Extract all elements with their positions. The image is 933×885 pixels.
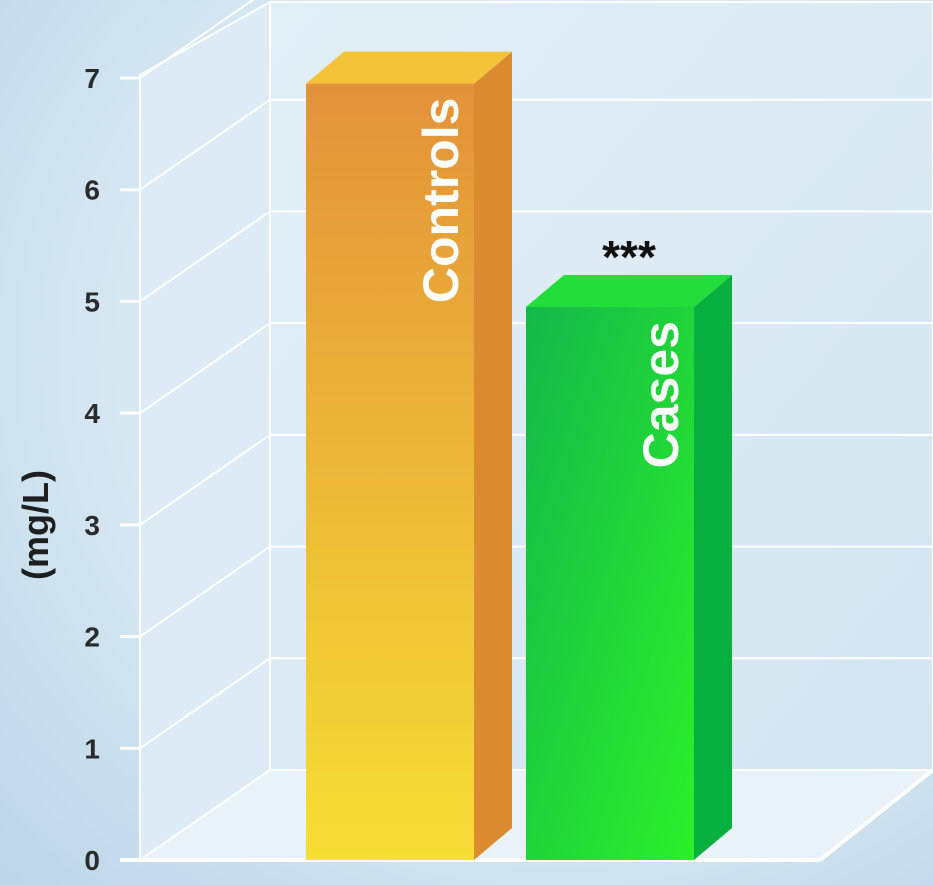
bar-front-face	[526, 307, 694, 860]
bar-controls: Controls	[306, 51, 512, 861]
bar-label-controls: Controls	[413, 98, 469, 304]
bar-label-cases: Cases	[633, 321, 689, 468]
y-tick-label: 7	[84, 63, 100, 94]
y-tick-label: 2	[84, 622, 100, 653]
gridline	[139, 210, 933, 303]
bars: Controls Cases ***	[306, 51, 732, 861]
gridline	[139, 0, 255, 79]
y-tick-label: 3	[84, 510, 100, 541]
bar-side-face	[474, 51, 512, 861]
significance-annotation: ***	[602, 231, 656, 283]
y-tick-label: 4	[84, 398, 100, 429]
bar-front-face	[306, 83, 474, 861]
bar-top-face	[526, 275, 732, 308]
bar-cases: Cases	[526, 275, 732, 860]
floor-right-edge	[818, 768, 933, 862]
y-tick-label: 0	[84, 845, 100, 876]
bar-side-face	[694, 275, 732, 860]
y-axis-label: (mg/L)	[15, 470, 56, 580]
side-wall	[139, 0, 271, 862]
y-tick-label: 5	[84, 286, 100, 317]
y-axis-ticks: 0 1 2 3 4 5 6 7	[84, 63, 140, 876]
y-tick-label: 6	[84, 175, 100, 206]
y-tick-label: 1	[84, 733, 100, 764]
gridline	[139, 98, 933, 191]
bar-top-face	[306, 51, 512, 84]
